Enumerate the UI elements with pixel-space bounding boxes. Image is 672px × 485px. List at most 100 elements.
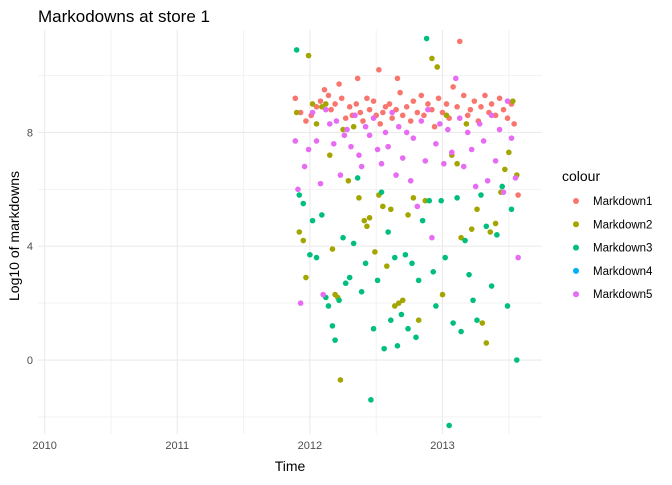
data-point (456, 115, 463, 121)
data-point (421, 112, 427, 119)
data-point (370, 325, 377, 332)
data-point (292, 95, 299, 102)
y-axis-title: Log10 of markdowns (6, 171, 22, 301)
data-point (425, 101, 431, 107)
x-tick-label: 2013 (430, 440, 454, 452)
data-point (468, 226, 475, 232)
data-point (437, 121, 443, 127)
data-point (297, 300, 304, 306)
legend-key-marker (573, 221, 579, 228)
data-point (362, 260, 369, 267)
legend-item-markdown2: Markdown2 (573, 219, 652, 231)
data-point (398, 311, 405, 318)
series-markdown1 (292, 38, 521, 198)
data-point (296, 192, 303, 198)
data-point (504, 98, 511, 104)
data-point (296, 229, 303, 235)
data-point (346, 274, 353, 281)
data-point (454, 160, 460, 167)
data-point (464, 129, 471, 136)
data-point (382, 104, 389, 110)
data-point (504, 115, 511, 121)
data-point (352, 112, 358, 119)
data-point (446, 422, 452, 429)
data-point (394, 75, 401, 82)
data-point (443, 101, 450, 107)
data-point (450, 84, 456, 90)
data-point (338, 95, 345, 102)
data-point (354, 75, 361, 82)
chart-title: Markodowns at store 1 (38, 7, 210, 26)
legend-items: Markdown1 Markdown2 Markdown3 Markdown4 Mark… (573, 196, 653, 301)
data-point (483, 340, 490, 346)
series-markdown2 (293, 52, 520, 383)
data-point (430, 269, 437, 275)
data-point (483, 223, 490, 230)
data-point (292, 138, 299, 144)
data-point (410, 135, 417, 141)
x-tick-label: 2012 (298, 440, 322, 452)
data-point (364, 223, 370, 230)
data-point (452, 75, 459, 82)
data-point (472, 183, 479, 190)
y-tick-label: 8 (27, 127, 33, 139)
data-point (389, 109, 395, 116)
y-tick-label: 0 (27, 355, 33, 367)
data-point (350, 240, 357, 247)
data-point (395, 123, 402, 130)
data-point (301, 163, 308, 170)
data-point (366, 132, 373, 139)
data-point (356, 195, 362, 201)
legend: colour Markdown1Markdown2Markdown3Markdo… (562, 168, 653, 301)
data-point (478, 104, 484, 110)
data-point (370, 115, 377, 121)
data-point (478, 192, 484, 198)
data-point (330, 141, 337, 147)
data-point (356, 152, 362, 158)
data-point (391, 303, 398, 309)
data-point (394, 343, 401, 349)
data-point (399, 112, 406, 119)
data-point (435, 95, 442, 102)
data-point (297, 109, 304, 116)
data-point (500, 106, 507, 113)
data-point (514, 357, 520, 363)
data-point (309, 101, 316, 107)
data-point (511, 121, 517, 127)
data-point (354, 175, 361, 181)
data-point (471, 98, 478, 104)
data-point (350, 123, 357, 130)
data-point (492, 112, 499, 119)
data-point (479, 320, 486, 326)
data-point (380, 109, 386, 116)
data-point (378, 189, 385, 195)
data-point (502, 166, 508, 173)
data-point (303, 118, 309, 124)
data-point (388, 206, 394, 213)
series-markdown5 (292, 75, 521, 306)
data-point (345, 177, 352, 184)
data-point (454, 104, 460, 110)
data-point (336, 81, 342, 87)
data-point (414, 203, 421, 210)
data-point (407, 177, 414, 184)
x-axis-title: Time (275, 458, 306, 474)
data-point (415, 317, 422, 323)
data-point (419, 217, 426, 224)
data-point (441, 160, 447, 167)
data-point (492, 220, 499, 227)
data-point (508, 135, 515, 141)
data-point (377, 121, 383, 127)
data-point (409, 260, 415, 267)
data-point (360, 118, 366, 124)
legend-item-label: Markdown4 (593, 266, 653, 278)
data-point (326, 121, 333, 127)
data-point (374, 146, 381, 153)
data-point (403, 129, 410, 136)
data-point (442, 254, 448, 261)
data-point (386, 101, 393, 107)
legend-item-label: Markdown3 (593, 243, 652, 255)
data-point (438, 197, 445, 204)
data-point (488, 283, 495, 289)
